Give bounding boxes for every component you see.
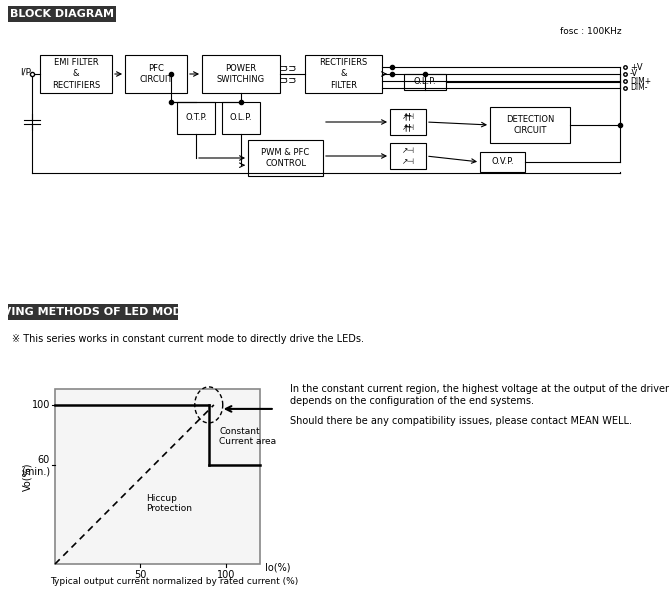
Text: EMI FILTER
&
RECTIFIERS: EMI FILTER & RECTIFIERS	[52, 59, 100, 89]
Text: Vo(%): Vo(%)	[22, 462, 32, 490]
FancyBboxPatch shape	[248, 140, 323, 176]
FancyBboxPatch shape	[222, 102, 260, 134]
Text: ※ This series works in constant current mode to directly drive the LEDs.: ※ This series works in constant current …	[12, 334, 364, 344]
Text: PWM & PFC
CONTROL: PWM & PFC CONTROL	[261, 148, 310, 168]
FancyBboxPatch shape	[202, 55, 280, 93]
Text: 100: 100	[31, 400, 50, 410]
Text: POWER
SWITCHING: POWER SWITCHING	[217, 64, 265, 84]
Text: Constant
Current area: Constant Current area	[219, 427, 277, 446]
Text: Should there be any compatibility issues, please contact MEAN WELL.: Should there be any compatibility issues…	[290, 416, 632, 426]
Text: O.L.P.: O.L.P.	[230, 114, 253, 123]
Text: I/P: I/P	[21, 68, 31, 77]
FancyBboxPatch shape	[305, 55, 382, 93]
FancyBboxPatch shape	[390, 143, 426, 169]
Text: 100: 100	[216, 570, 235, 580]
FancyBboxPatch shape	[404, 74, 446, 90]
FancyBboxPatch shape	[490, 107, 570, 143]
Text: DIM-: DIM-	[630, 83, 647, 92]
Text: Io(%): Io(%)	[265, 563, 291, 573]
Text: Typical output current normalized by rated current (%): Typical output current normalized by rat…	[50, 577, 298, 586]
Text: 60
(min.): 60 (min.)	[21, 455, 50, 476]
Text: -V: -V	[630, 69, 639, 79]
Text: ††
††: †† ††	[404, 112, 412, 132]
Text: In the constant current region, the highest voltage at the output of the driver: In the constant current region, the high…	[290, 384, 669, 394]
FancyBboxPatch shape	[480, 152, 525, 172]
Text: Hiccup
Protection: Hiccup Protection	[146, 494, 192, 513]
Text: PFC
CIRCUIT: PFC CIRCUIT	[139, 64, 173, 84]
FancyBboxPatch shape	[177, 102, 215, 134]
Text: 50: 50	[134, 570, 147, 580]
Text: BLOCK DIAGRAM: BLOCK DIAGRAM	[10, 9, 114, 19]
Text: RECTIFIERS
&
FILTER: RECTIFIERS & FILTER	[320, 59, 368, 89]
Text: ↗⊣
↗⊣: ↗⊣ ↗⊣	[401, 146, 415, 166]
Text: DIM+: DIM+	[630, 77, 651, 86]
Text: DETECTION
CIRCUIT: DETECTION CIRCUIT	[506, 115, 554, 135]
Text: depends on the configuration of the end systems.: depends on the configuration of the end …	[290, 396, 534, 406]
Text: DRIVING METHODS OF LED MODULE: DRIVING METHODS OF LED MODULE	[0, 307, 205, 317]
FancyBboxPatch shape	[8, 304, 178, 320]
FancyBboxPatch shape	[125, 55, 187, 93]
Text: ↗⊣
↗⊣: ↗⊣ ↗⊣	[401, 112, 415, 132]
Text: fosc : 100KHz: fosc : 100KHz	[560, 28, 622, 36]
Text: O.L.P.: O.L.P.	[413, 77, 436, 86]
FancyBboxPatch shape	[8, 6, 116, 22]
Text: ᴝᴝ
ᴝᴝ: ᴝᴝ ᴝᴝ	[280, 63, 296, 85]
Text: +V: +V	[630, 62, 643, 71]
Text: O.T.P.: O.T.P.	[185, 114, 207, 123]
FancyBboxPatch shape	[390, 109, 426, 135]
FancyBboxPatch shape	[40, 55, 112, 93]
Text: O.V.P.: O.V.P.	[491, 158, 514, 167]
FancyBboxPatch shape	[55, 389, 260, 564]
